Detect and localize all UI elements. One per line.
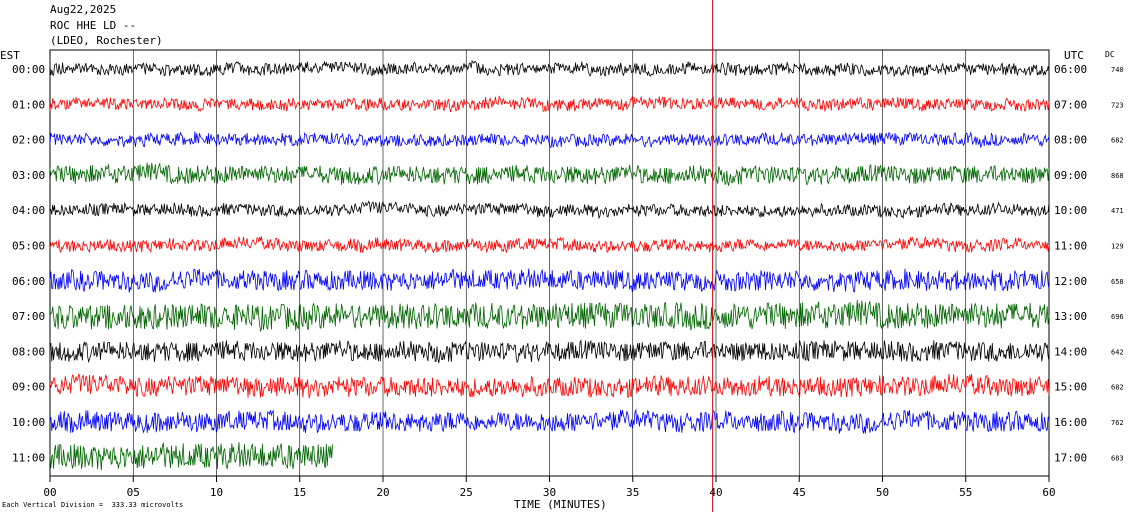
row-label-utc: 13:00: [1054, 310, 1087, 323]
station-label: ROC HHE LD --: [50, 19, 137, 32]
trace-row: [49, 200, 1050, 220]
trace-row: [49, 95, 1050, 113]
row-label-utc: 16:00: [1054, 416, 1087, 429]
row-label-est: 00:00: [12, 63, 45, 76]
date-label: Aug22,2025: [50, 3, 117, 16]
row-label-utc: 06:00: [1054, 63, 1087, 76]
x-tick-label: 00: [43, 486, 56, 499]
trace-row: [49, 131, 1050, 149]
row-dc-value: 129: [1111, 243, 1124, 251]
dc-label: DC: [1105, 50, 1115, 59]
x-tick-label: 55: [959, 486, 972, 499]
row-label-est: 06:00: [12, 275, 45, 288]
x-tick-label: 45: [793, 486, 806, 499]
row-dc-value: 682: [1111, 384, 1124, 392]
row-label-utc: 17:00: [1054, 451, 1087, 464]
trace-row: [49, 236, 1050, 254]
x-axis-title: TIME (MINUTES): [514, 498, 607, 511]
row-label-utc: 14:00: [1054, 345, 1087, 358]
row-label-est: 04:00: [12, 204, 45, 217]
row-label-utc: 08:00: [1054, 134, 1087, 147]
x-tick-label: 40: [709, 486, 722, 499]
x-tick-label: 35: [626, 486, 639, 499]
trace-row: [49, 162, 1050, 186]
row-label-est: 11:00: [12, 451, 45, 464]
row-label-est: 10:00: [12, 416, 45, 429]
vertical-division-note: Each Vertical Division = 333.33 microvol…: [2, 501, 184, 509]
trace-row: [49, 59, 1050, 78]
trace-row: [49, 372, 1050, 399]
row-label-est: 02:00: [12, 134, 45, 147]
row-dc-value: 682: [1111, 137, 1124, 145]
row-label-est: 08:00: [12, 345, 45, 358]
row-label-utc: 07:00: [1054, 98, 1087, 111]
x-tick-label: 15: [293, 486, 306, 499]
row-label-utc: 10:00: [1054, 204, 1087, 217]
location-label: (LDEO, Rochester): [50, 34, 163, 47]
row-label-est: 03:00: [12, 169, 45, 182]
row-label-utc: 11:00: [1054, 240, 1087, 253]
x-tick-label: 60: [1042, 486, 1055, 499]
row-label-est: 07:00: [12, 310, 45, 323]
row-label-utc: 09:00: [1054, 169, 1087, 182]
row-label-est: 01:00: [12, 98, 45, 111]
x-tick-label: 30: [543, 486, 556, 499]
trace-row: [49, 299, 1050, 333]
x-tick-label: 50: [876, 486, 889, 499]
x-tick-label: 05: [127, 486, 140, 499]
row-dc-value: 868: [1111, 172, 1124, 180]
row-dc-value: 723: [1111, 101, 1124, 109]
row-dc-value: 658: [1111, 278, 1124, 286]
left-timezone-label: EST: [0, 49, 20, 62]
trace-row: [49, 408, 1050, 434]
trace-row: [49, 339, 1050, 364]
row-label-utc: 15:00: [1054, 381, 1087, 394]
row-dc-value: 740: [1111, 66, 1124, 74]
row-label-est: 09:00: [12, 381, 45, 394]
right-timezone-label: UTC: [1064, 49, 1084, 62]
x-tick-label: 20: [376, 486, 389, 499]
row-dc-value: 642: [1111, 348, 1124, 356]
row-dc-value: 683: [1111, 454, 1124, 462]
row-dc-value: 762: [1111, 419, 1124, 427]
row-label-utc: 12:00: [1054, 275, 1087, 288]
trace-row: [49, 268, 1050, 293]
x-tick-label: 25: [460, 486, 473, 499]
x-tick-label: 10: [210, 486, 223, 499]
trace-row: [49, 441, 333, 471]
row-dc-value: 696: [1111, 313, 1124, 321]
row-label-est: 05:00: [12, 240, 45, 253]
row-dc-value: 471: [1111, 207, 1124, 215]
